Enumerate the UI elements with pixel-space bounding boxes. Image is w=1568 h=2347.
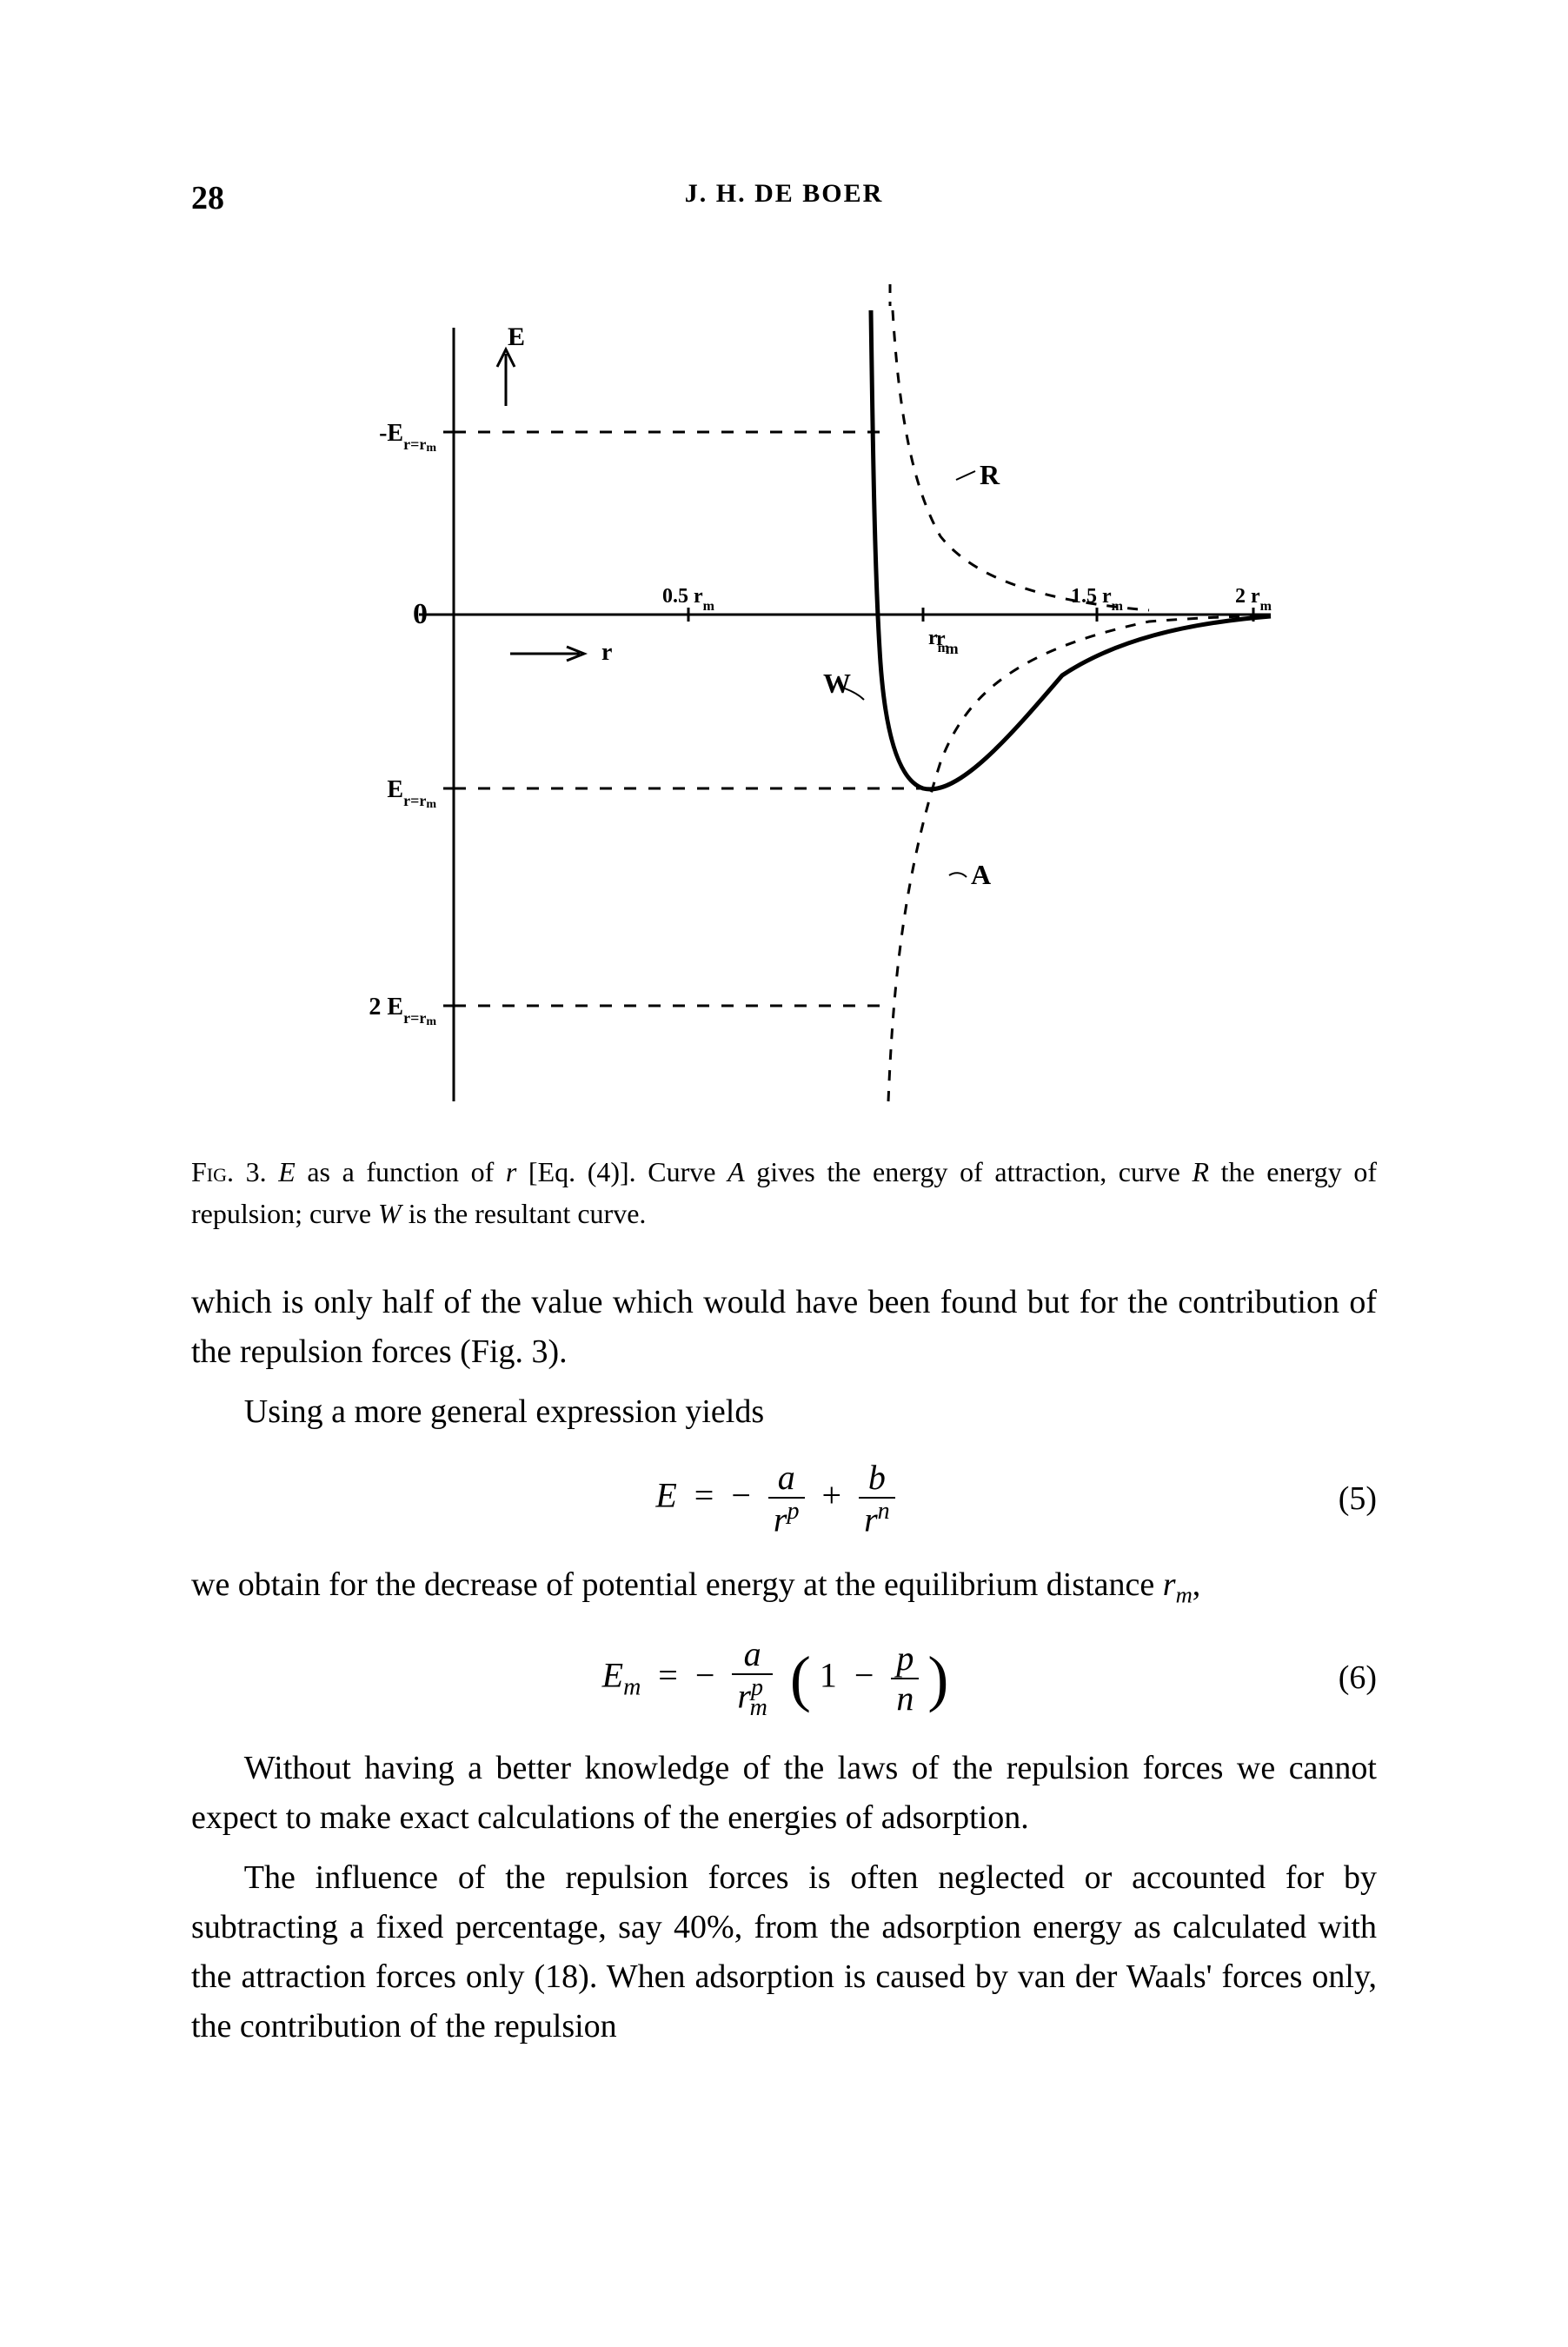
- eq6-lhs-sub: m: [623, 1673, 641, 1700]
- y-tick-label: Er=rm: [387, 776, 436, 811]
- curve-label-R: R: [980, 459, 1000, 490]
- eq5-term1-num: a: [768, 1459, 805, 1499]
- eq5-term2-den-sup: n: [878, 1498, 890, 1525]
- eq6-paren-frac-num: p: [891, 1639, 919, 1679]
- para-2-rm-base: r: [1163, 1566, 1176, 1603]
- eq6-frac-den-sub: m: [750, 1694, 767, 1721]
- x-axis-label: r: [601, 639, 612, 666]
- equation-5: E = − a rp + b rn (5): [191, 1459, 1377, 1539]
- figure-3: E r 0 -Er=rmEr=rm2 Er=rm 0.5 rmrm1.5 rm2…: [191, 258, 1377, 1125]
- eq6-number: (6): [1307, 1653, 1377, 1703]
- curve-label-W: W: [823, 668, 851, 699]
- para-2: we obtain for the decrease of potential …: [191, 1560, 1377, 1612]
- eq5-term2-den-base: r: [864, 1499, 878, 1539]
- curve-W: [871, 310, 1271, 789]
- figure-3-caption: Fig. 3. E as a function of r [Eq. (4)]. …: [191, 1151, 1377, 1234]
- page: 28 J. H. DE BOER E r 0: [0, 0, 1568, 2347]
- eq5-number: (5): [1307, 1474, 1377, 1524]
- para-4: The influence of the repulsion forces is…: [191, 1853, 1377, 2051]
- equation-6: Em = − a rpm ( 1 − p n ) (6): [191, 1635, 1377, 1722]
- eq5-term1-den-sup: p: [787, 1498, 800, 1525]
- para-2-tail: ,: [1193, 1566, 1201, 1603]
- eq6-frac-den-base: r: [737, 1676, 751, 1715]
- para-3: Without having a better knowledge of the…: [191, 1744, 1377, 1843]
- eq5-term1-den-base: r: [774, 1499, 787, 1539]
- running-head: J. H. DE BOER: [685, 174, 884, 213]
- eq5-term2: b rn: [859, 1459, 895, 1539]
- figure-label: Fig. 3.: [191, 1156, 267, 1187]
- para-2-rm-sub: m: [1176, 1582, 1193, 1608]
- y-axis-arrow: [497, 349, 515, 406]
- para-1a: which is only half of the value which wo…: [191, 1278, 1377, 1377]
- y-tick-label: -Er=rm: [379, 420, 436, 455]
- eq6-paren-frac-den: n: [891, 1679, 919, 1718]
- eq5-term1: a rp: [768, 1459, 805, 1539]
- eq6-paren-frac: p n: [891, 1639, 919, 1718]
- para-2-text: we obtain for the decrease of potential …: [191, 1566, 1163, 1603]
- eq6-frac-num: a: [732, 1635, 772, 1675]
- eq5-term2-num: b: [859, 1459, 895, 1499]
- curve-A: [888, 615, 1271, 1101]
- eq6-paren-1: 1: [820, 1655, 837, 1694]
- eq6-frac: a rpm: [732, 1635, 772, 1722]
- page-number: 28: [191, 174, 224, 223]
- x-axis-arrow: [510, 647, 584, 661]
- eq5-lhs: E: [655, 1475, 676, 1514]
- y-axis-label: E: [508, 322, 525, 351]
- eq6-lhs-base: E: [602, 1655, 623, 1694]
- figure-3-svg: E r 0 -Er=rmEr=rm2 Er=rm 0.5 rmrm1.5 rm2…: [280, 258, 1288, 1110]
- page-header: 28 J. H. DE BOER: [191, 174, 1377, 223]
- curve-label-A: A: [971, 859, 991, 890]
- curve-R: [893, 310, 1149, 610]
- origin-zero-label: 0: [413, 598, 428, 630]
- para-1b: Using a more general expression yields: [191, 1387, 1377, 1437]
- y-tick-label: 2 Er=rm: [369, 994, 436, 1028]
